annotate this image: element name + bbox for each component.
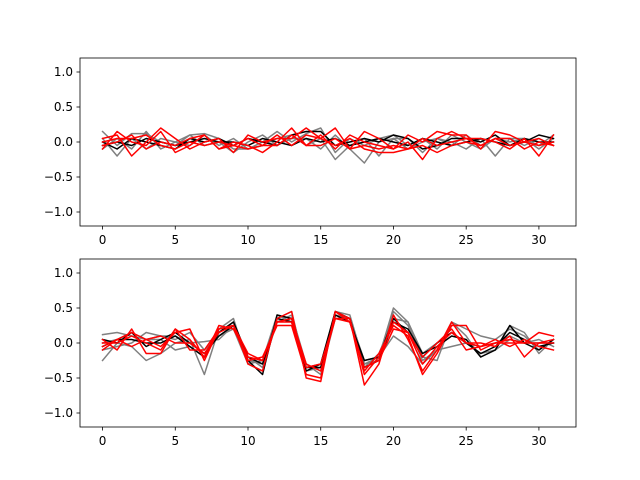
subplot-2: 0 5 10 15 20 25 30 −1.0 −0.5 0.0 0.5 1.0 [44, 258, 577, 448]
y-tick-label: 1.0 [54, 65, 73, 79]
y-tick-label: −0.5 [44, 170, 73, 184]
y-tick-label: 1.0 [54, 266, 73, 280]
x-tick-label: 15 [313, 233, 328, 247]
x-tick-label: 5 [171, 233, 179, 247]
y-tick-label: 0.0 [54, 135, 73, 149]
y-tick-label: −0.5 [44, 371, 73, 385]
series-line-5 [101, 310, 555, 376]
y-tick-label: −1.0 [44, 406, 73, 420]
series-line-9 [101, 134, 555, 154]
x-tick-label: 30 [531, 233, 546, 247]
x-tick-label: 5 [171, 434, 179, 448]
series-line-6 [101, 127, 555, 157]
series-line-9 [101, 317, 555, 376]
x-tick-label: 30 [531, 434, 546, 448]
x-tick-label: 0 [99, 233, 107, 247]
y-tick-label: 0.5 [54, 301, 73, 315]
y-tick-label: 0.5 [54, 100, 73, 114]
x-tick-label: 25 [459, 434, 474, 448]
y-tick-label: −1.0 [44, 205, 73, 219]
series-line-10 [101, 317, 555, 372]
series-group [101, 307, 555, 386]
x-tick-label: 0 [99, 434, 107, 448]
x-tick-label: 20 [386, 434, 401, 448]
series-group [101, 127, 555, 164]
subplot-1: 0 5 10 15 20 25 30 −1.0 −0.5 0.0 0.5 1.0 [44, 57, 577, 247]
x-tick-label: 10 [240, 233, 255, 247]
y-tick-label: 0.0 [54, 336, 73, 350]
x-tick-label: 15 [313, 434, 328, 448]
x-tick-label: 10 [240, 434, 255, 448]
x-tick-label: 25 [459, 233, 474, 247]
x-tick-label: 20 [386, 233, 401, 247]
